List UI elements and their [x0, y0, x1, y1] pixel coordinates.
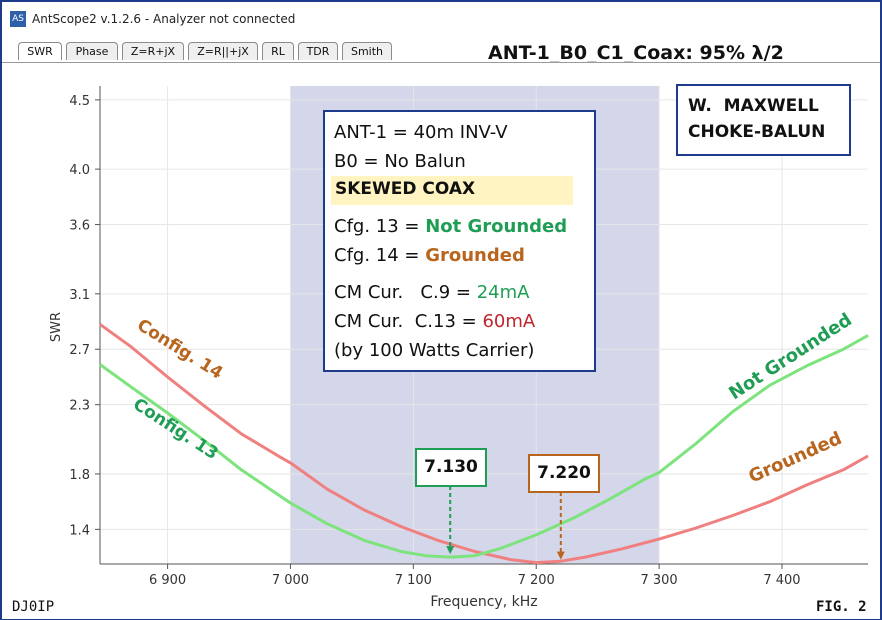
x-tick-label: 7 400 [763, 573, 800, 588]
info-note: (by 100 Watts Carrier) [334, 340, 535, 361]
x-tick-label: 7 200 [518, 573, 555, 588]
x-tick-label: 7 100 [395, 573, 432, 588]
info-highlight: SKEWED COAX [335, 179, 476, 199]
info-cm13-value: 60mA [482, 311, 536, 332]
author-callsign: DJ0IP [12, 599, 55, 615]
x-tick-label: 7 300 [640, 573, 677, 588]
marker-label-7130: 7.130 [415, 448, 487, 487]
y-tick-label: 1.8 [69, 468, 90, 483]
marker-arrow-1 [556, 551, 565, 560]
info-cfg14-value: Grounded [425, 245, 525, 266]
y-tick-label: 1.4 [69, 523, 90, 538]
marker-arrow-0 [446, 546, 455, 555]
info-cfg13-prefix: Cfg. 13 = [334, 216, 426, 237]
curve-label-2: Not Grounded [725, 309, 855, 404]
tab-rl[interactable]: RL [262, 42, 294, 60]
x-tick-label: 7 000 [272, 573, 309, 588]
info-cm9: CM Cur. C.9 = 24mA [334, 282, 529, 303]
info-antenna: ANT-1 = 40m INV-V [334, 122, 508, 143]
figure-number: FIG. 2 [816, 599, 867, 615]
curve-label-3: Grounded [745, 428, 845, 488]
info-cm9-value: 24mA [476, 282, 530, 303]
tab-swr[interactable]: SWR [18, 42, 62, 60]
title-bar: AS AntScope2 v.1.2.6 - Analyzer not conn… [2, 2, 880, 36]
maxwell-box: W. MAXWELL CHOKE-BALUN [676, 84, 851, 156]
marker-label-7220: 7.220 [528, 454, 600, 493]
tab-phase[interactable]: Phase [66, 42, 118, 60]
tab-z-parallel[interactable]: Z=R||+jX [188, 42, 258, 60]
info-cfg13: Cfg. 13 = Not Grounded [334, 216, 567, 237]
tab-tdr[interactable]: TDR [298, 42, 338, 60]
info-highlight-band: SKEWED COAX [331, 176, 573, 205]
x-axis-label: Frequency, kHz [430, 594, 537, 610]
chart-heading: ANT-1_B0_C1_Coax: 95% λ/2 [488, 42, 784, 64]
y-tick-label: 4.5 [69, 94, 90, 109]
info-balun: B0 = No Balun [334, 151, 466, 172]
maxwell-line2: CHOKE-BALUN [688, 122, 826, 142]
info-cfg13-value: Not Grounded [425, 216, 568, 237]
window-title: AntScope2 v.1.2.6 - Analyzer not connect… [32, 12, 296, 26]
tab-z-series[interactable]: Z=R+jX [122, 42, 184, 60]
tab-smith[interactable]: Smith [342, 42, 392, 60]
y-axis-label: SWR [49, 312, 64, 342]
info-box: ANT-1 = 40m INV-V B0 = No Balun SKEWED C… [323, 110, 596, 372]
info-cm9-prefix: CM Cur. C.9 = [334, 282, 477, 303]
x-tick-label: 6 900 [149, 573, 186, 588]
series-line-config-13 [99, 334, 869, 559]
y-tick-label: 3.1 [69, 288, 90, 303]
info-cfg14-prefix: Cfg. 14 = [334, 245, 426, 266]
info-cfg14: Cfg. 14 = Grounded [334, 245, 525, 266]
maxwell-line1: W. MAXWELL [688, 96, 819, 116]
y-tick-label: 3.6 [69, 219, 90, 234]
antscope-app-icon: AS [10, 11, 26, 27]
info-cm13: CM Cur. C.13 = 60mA [334, 311, 535, 332]
y-tick-label: 2.7 [69, 343, 90, 358]
series-line-config-14 [99, 323, 869, 565]
y-tick-label: 4.0 [69, 163, 90, 178]
info-cm13-prefix: CM Cur. C.13 = [334, 311, 483, 332]
y-tick-label: 2.3 [69, 399, 90, 414]
